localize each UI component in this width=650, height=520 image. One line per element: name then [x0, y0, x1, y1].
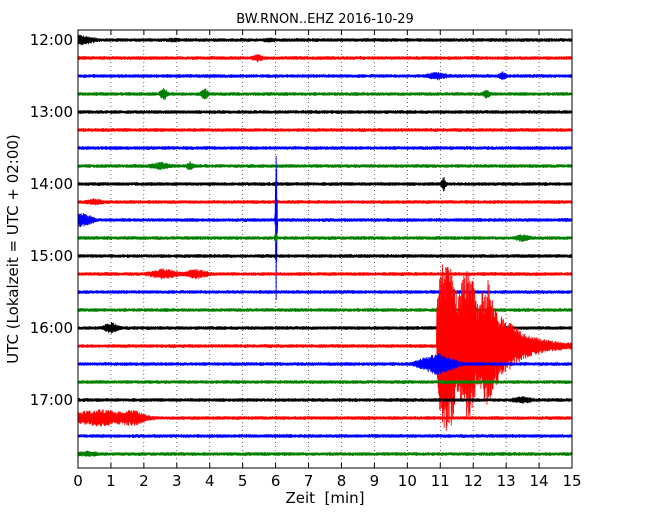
y-tick-label: 12:00: [30, 31, 73, 49]
x-tick-label: 0: [73, 472, 83, 490]
x-tick-label: 3: [172, 472, 182, 490]
trace-1530: [77, 289, 573, 295]
x-tick-label: 4: [205, 472, 215, 490]
trace-1430: [77, 155, 573, 301]
x-tick-label: 1: [106, 472, 116, 490]
trace-1445: [77, 233, 573, 244]
x-tick-label: 10: [398, 472, 417, 490]
trace-1745: [77, 450, 573, 457]
plot-frame: [77, 29, 573, 469]
trace-1315: [77, 127, 573, 133]
y-tick-label: 17:00: [30, 391, 73, 409]
trace-1345: [77, 161, 573, 171]
x-tick-label: 5: [238, 472, 248, 490]
y-tick-label: 16:00: [30, 319, 73, 337]
y-tick-label: 13:00: [30, 103, 73, 121]
trace-1615: [77, 264, 573, 431]
trace-1545: [77, 307, 573, 313]
trace-1200: [77, 34, 573, 46]
x-axis-label: Zeit [min]: [285, 489, 364, 507]
trace-1215: [77, 54, 573, 63]
x-tick-label: 12: [464, 472, 483, 490]
trace-1300: [77, 109, 573, 115]
trace-1645: [77, 379, 573, 385]
trace-1515: [77, 268, 573, 280]
trace-1415: [77, 198, 573, 206]
trace-1700: [77, 396, 573, 404]
y-axis-label: UTC (Lokalzeit = UTC + 02:00): [4, 134, 22, 364]
trace-1400: [77, 177, 573, 192]
y-tick-label: 15:00: [30, 247, 73, 265]
trace-1715: [77, 409, 573, 427]
x-tick-label: 13: [497, 472, 516, 490]
seismogram-traces: [77, 34, 573, 457]
x-tick-label: 14: [530, 472, 549, 490]
chart-title: BW.RNON..EHZ 2016-10-29: [236, 12, 414, 27]
trace-1730: [77, 433, 573, 439]
trace-1245: [77, 87, 573, 100]
x-tick-label: 8: [337, 472, 347, 490]
trace-1500: [77, 253, 573, 259]
x-tick-label: 9: [370, 472, 380, 490]
trace-1330: [77, 145, 573, 151]
x-tick-label: 2: [139, 472, 149, 490]
trace-1230: [77, 71, 573, 81]
x-tick-label: 6: [271, 472, 281, 490]
x-tick-label: 15: [562, 472, 581, 490]
x-tick-label: 11: [431, 472, 450, 490]
x-axis: 0 1 2 3 4 5 6 7 8 9 10 11 12 13 14 15: [73, 30, 582, 490]
y-axis: 12:00 13:00 14:00 15:00 16:00 17:00: [30, 31, 572, 409]
trace-1630: [77, 353, 573, 375]
y-tick-label: 14:00: [30, 175, 73, 193]
x-tick-label: 7: [304, 472, 314, 490]
